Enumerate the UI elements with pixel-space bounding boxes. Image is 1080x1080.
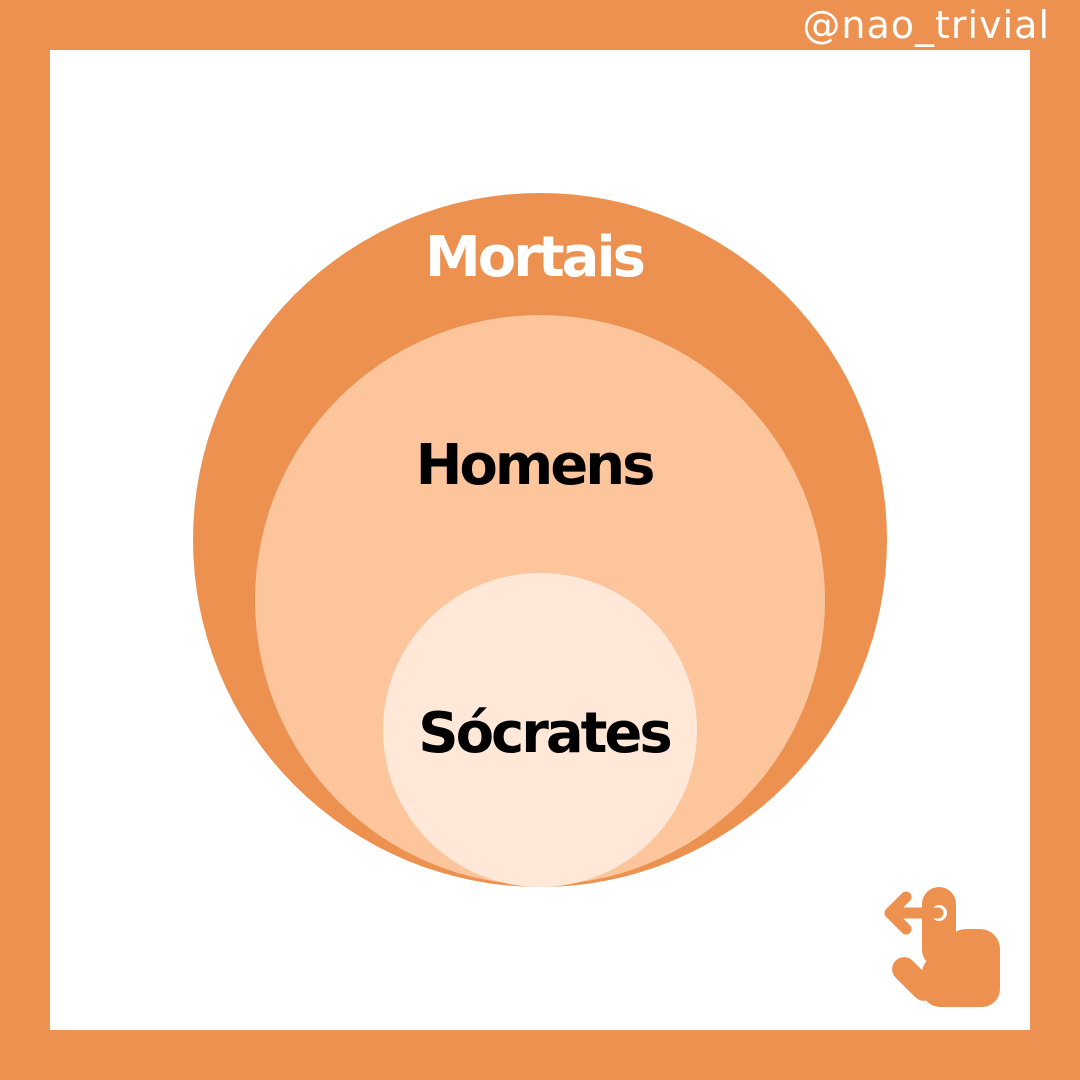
set-label-socrates: Sócrates	[418, 701, 672, 766]
swipe-left-hand-icon[interactable]	[880, 885, 1005, 1010]
content-panel: Mortais Homens Sócrates	[50, 50, 1030, 1030]
set-label-homens: Homens	[415, 433, 656, 498]
account-handle: @nao_trivial	[802, 3, 1050, 47]
set-label-mortais: Mortais	[425, 225, 646, 290]
set-circle-socrates	[383, 573, 697, 887]
